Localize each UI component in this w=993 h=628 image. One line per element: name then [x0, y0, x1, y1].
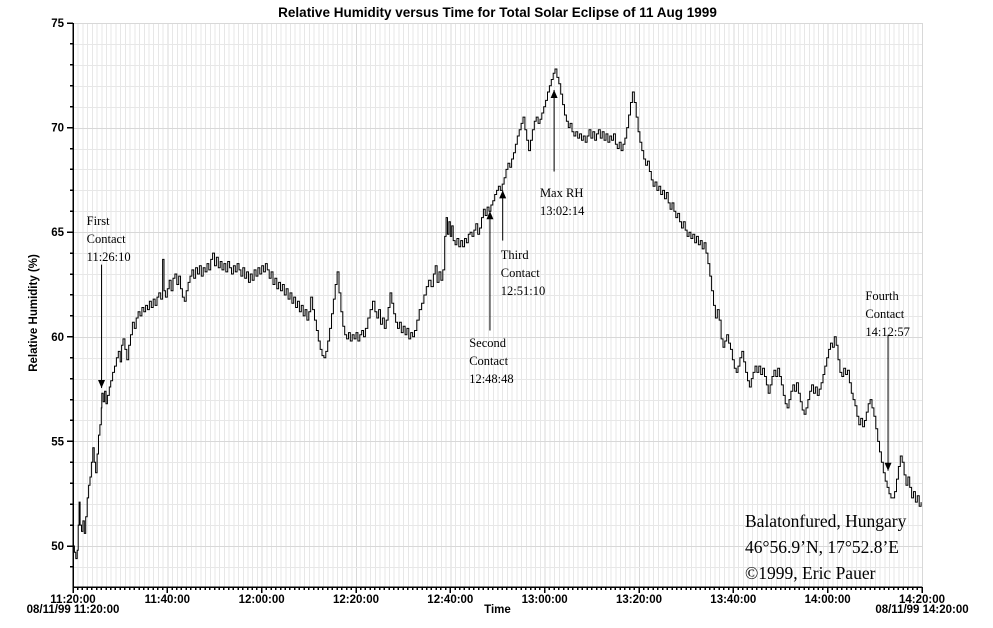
- x-tick-label: 13:00:00: [522, 594, 568, 606]
- y-tick-label: 60: [51, 332, 64, 344]
- chart-title: Relative Humidity versus Time for Total …: [278, 5, 717, 20]
- credit-block: Balatonfured, Hungary 46°56.9’N, 17°52.8…: [745, 508, 906, 586]
- annotation-arrow-third-contact: [499, 190, 507, 241]
- x-axis-start-datetime: 08/11/99 11:20:00: [26, 604, 120, 616]
- y-tick-label: 70: [51, 123, 64, 135]
- annotation-arrow-fourth-contact: [884, 334, 892, 471]
- tick-labels: 11:20:00 11:40:00 12:00:00 12:20:00 12:40:00…: [50, 18, 945, 606]
- x-tick-label: 14:00:00: [805, 594, 851, 606]
- gridlines: [73, 23, 923, 587]
- x-tick-label: 14:20:00: [899, 594, 945, 606]
- y-tick-label: 50: [51, 541, 64, 553]
- x-tick-label: 13:20:00: [616, 594, 662, 606]
- annotation-label-third-contact: Third Contact 12:51:10: [500, 247, 546, 298]
- y-tick-label: 65: [51, 227, 64, 239]
- y-tick-label: 75: [51, 18, 64, 30]
- x-tick-label: 11:40:00: [145, 594, 190, 606]
- annotation-arrow-first-contact: [98, 264, 106, 389]
- credit-coordinates: 46°56.9’N, 17°52.8’E: [745, 537, 899, 557]
- annotation-arrows: [98, 89, 892, 471]
- x-axis-end-datetime: 08/11/99 14:20:00: [875, 604, 969, 616]
- annotation-label-first-contact: First Contact 11:26:10: [86, 214, 131, 265]
- annotation-label-second-contact: Second Contact 12:48:48: [469, 335, 514, 386]
- humidity-trace: [73, 68, 922, 560]
- annotation-arrow-max-rh: [550, 89, 558, 172]
- axes: [67, 22, 923, 593]
- x-tick-label: 12:00:00: [239, 594, 285, 606]
- x-tick-label: 13:40:00: [710, 594, 756, 606]
- credit-location: Balatonfured, Hungary: [745, 511, 907, 531]
- x-axis-title: Time: [484, 604, 511, 616]
- x-tick-label: 11:20:00: [50, 594, 95, 606]
- annotation-label-fourth-contact: Fourth Contact 14:12:57: [865, 288, 910, 339]
- x-tick-label: 12:40:00: [427, 594, 473, 606]
- credit-copyright: ©1999, Eric Pauer: [745, 563, 876, 583]
- y-tick-label: 55: [51, 436, 64, 448]
- annotation-label-max-rh: Max RH 13:02:14: [539, 186, 585, 219]
- x-tick-label: 12:20:00: [333, 594, 379, 606]
- y-axis-title: Relative Humidity (%): [28, 254, 40, 372]
- annotation-arrow-second-contact: [486, 211, 494, 331]
